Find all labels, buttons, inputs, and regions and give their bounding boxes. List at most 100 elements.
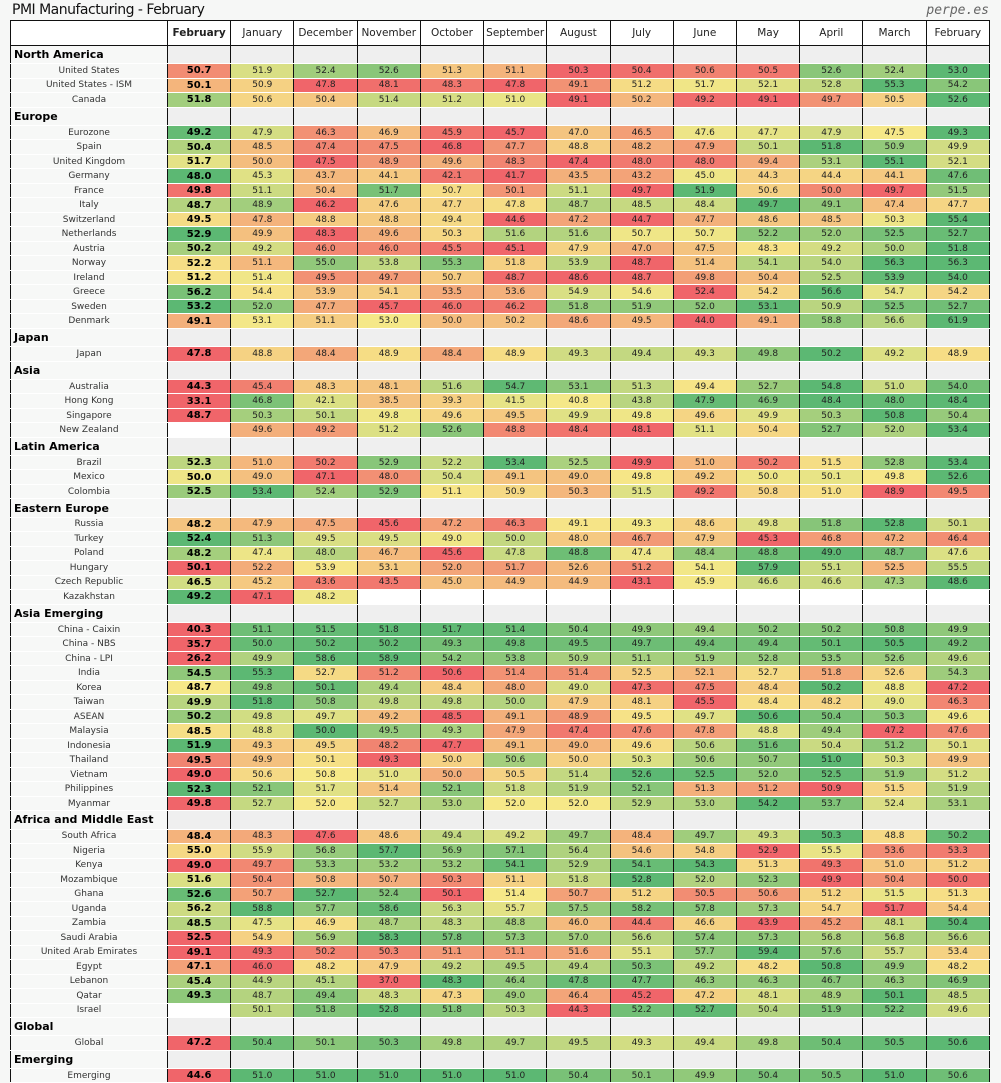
heatmap-cell: 49.6 xyxy=(925,709,990,725)
heatmap-cell: 53.8 xyxy=(483,651,547,667)
heatmap-cell: 49.6 xyxy=(356,226,421,242)
heatmap-cell: 58.8 xyxy=(799,313,863,329)
heatmap-cell: 43.1 xyxy=(609,575,674,591)
heatmap-cell: 46.3 xyxy=(735,974,800,989)
heatmap-cell: 47.9 xyxy=(483,723,547,739)
heatmap-cell: 53.1 xyxy=(735,299,800,315)
heatmap-cell: 52.4 xyxy=(293,484,358,500)
heatmap-cell: 49.5 xyxy=(356,723,421,739)
heatmap-cell xyxy=(735,589,800,605)
heatmap-cell: 49.8 xyxy=(735,346,800,362)
table-row: Kenya 49.0 49.7 53.3 53.2 53.2 54.1 52.9 54.1 54.… xyxy=(10,858,990,873)
heatmap-cell: 49.5 xyxy=(483,408,547,424)
group-spacer-cell xyxy=(799,437,863,456)
table-row: Denmark 49.1 53.1 51.1 53.0 50.0 50.2 48.6 49.5 4… xyxy=(10,313,990,329)
group-label: Eastern Europe xyxy=(10,498,168,518)
heatmap-cell: 49.3 xyxy=(609,1035,674,1051)
heatmap-cell: 51.0 xyxy=(230,455,294,471)
heatmap-cell: 48.7 xyxy=(356,916,421,931)
heatmap-cell: 51.0 xyxy=(419,1068,484,1083)
heatmap-cell: 51.8 xyxy=(799,139,863,155)
heatmap-cell: 47.9 xyxy=(672,393,737,409)
heatmap-cell: 50.6 xyxy=(230,767,294,783)
heatmap-cell: 52.0 xyxy=(672,299,737,315)
heatmap-cell: 56.9 xyxy=(293,930,358,946)
heatmap-cell: 48.8 xyxy=(356,212,421,228)
heatmap-cell: 52.8 xyxy=(609,872,674,888)
heatmap-cell: 47.6 xyxy=(609,723,674,739)
heatmap-cell: 52.3 xyxy=(166,781,231,797)
group-spacer-cell xyxy=(483,107,547,126)
heatmap-cell: 52.7 xyxy=(230,796,294,812)
table-row: Malaysia 48.5 48.8 50.0 49.5 49.3 47.9 47.4 47.6… xyxy=(10,723,990,739)
table-row: Canada 51.8 50.6 50.4 51.4 51.2 51.0 49.1 50.2 49… xyxy=(10,92,990,108)
heatmap-cell: 50.0 xyxy=(419,752,484,768)
country-label: Ireland xyxy=(10,270,168,286)
group-spacer-cell xyxy=(546,498,611,518)
heatmap-cell: 49.2 xyxy=(672,92,737,108)
heatmap-cell: 51.7 xyxy=(356,183,421,199)
heatmap-cell: 52.5 xyxy=(166,930,231,946)
heatmap-cell: 50.4 xyxy=(230,1035,294,1051)
heatmap-cell: 52.7 xyxy=(356,796,421,812)
heatmap-cell: 55.9 xyxy=(230,843,294,859)
group-spacer-cell xyxy=(799,45,863,65)
heatmap-cell: 46.4 xyxy=(483,974,547,989)
heatmap-cell: 50.6 xyxy=(735,887,800,902)
country-label: Indonesia xyxy=(10,738,168,754)
heatmap-cell: 50.3 xyxy=(419,872,484,888)
heatmap-cell: 49.5 xyxy=(356,531,421,547)
heatmap-cell: 50.0 xyxy=(546,752,611,768)
group-spacer-cell xyxy=(230,107,294,126)
table-row: Germany 48.0 45.3 43.7 44.1 42.1 41.7 43.5 43.2 4… xyxy=(10,168,990,184)
heatmap-cell: 45.1 xyxy=(483,241,547,257)
heatmap-cell: 51.8 xyxy=(925,241,990,257)
heatmap-cell: 52.2 xyxy=(419,455,484,471)
heatmap-cell: 51.2 xyxy=(609,560,674,576)
heatmap-cell: 54.4 xyxy=(925,901,990,917)
heatmap-cell: 42.1 xyxy=(293,393,358,409)
group-spacer-cell xyxy=(862,437,927,456)
heatmap-cell: 51.6 xyxy=(546,226,611,242)
heatmap-cell: 50.8 xyxy=(862,622,927,638)
heatmap-cell: 51.9 xyxy=(672,651,737,667)
group-spacer-cell xyxy=(166,498,231,518)
heatmap-cell: 50.5 xyxy=(862,1035,927,1051)
heatmap-cell: 54.2 xyxy=(419,651,484,667)
heatmap-cell: 49.8 xyxy=(735,517,800,533)
heatmap-cell: 52.0 xyxy=(862,422,927,438)
heatmap-cell: 49.2 xyxy=(356,709,421,725)
heatmap-cell: 50.3 xyxy=(419,226,484,242)
group-spacer-cell xyxy=(672,498,737,518)
heatmap-cell: 57.1 xyxy=(483,843,547,859)
group-label: Asia xyxy=(10,361,168,380)
group-spacer-cell xyxy=(483,498,547,518)
heatmap-cell: 50.5 xyxy=(483,767,547,783)
country-label: Austria xyxy=(10,241,168,257)
group-spacer-cell xyxy=(672,1050,737,1069)
heatmap-cell: 52.6 xyxy=(166,887,231,902)
heatmap-cell: 54.9 xyxy=(230,930,294,946)
heatmap-cell: 47.9 xyxy=(546,694,611,710)
heatmap-cell: 50.3 xyxy=(799,408,863,424)
heatmap-cell: 47.1 xyxy=(230,589,294,605)
heatmap-cell: 47.0 xyxy=(609,241,674,257)
country-label: Singapore xyxy=(10,408,168,424)
heatmap-cell: 53.4 xyxy=(483,455,547,471)
heatmap-cell: 56.3 xyxy=(862,255,927,271)
heatmap-cell xyxy=(483,589,547,605)
heatmap-cell: 49.6 xyxy=(419,408,484,424)
group-spacer-cell xyxy=(293,107,358,126)
heatmap-cell: 55.5 xyxy=(925,560,990,576)
heatmap-cell: 50.0 xyxy=(483,694,547,710)
group-header-row: Global xyxy=(10,1017,990,1037)
heatmap-cell: 55.0 xyxy=(166,843,231,859)
group-label: Emerging xyxy=(10,1050,168,1069)
heatmap-cell: 57.7 xyxy=(672,945,737,960)
country-label: Taiwan xyxy=(10,694,168,710)
heatmap-cell: 58.8 xyxy=(230,901,294,917)
heatmap-cell: 50.3 xyxy=(862,212,927,228)
country-label: Hong Kong xyxy=(10,393,168,409)
heatmap-cell: 48.4 xyxy=(419,346,484,362)
group-spacer-cell xyxy=(483,1050,547,1069)
